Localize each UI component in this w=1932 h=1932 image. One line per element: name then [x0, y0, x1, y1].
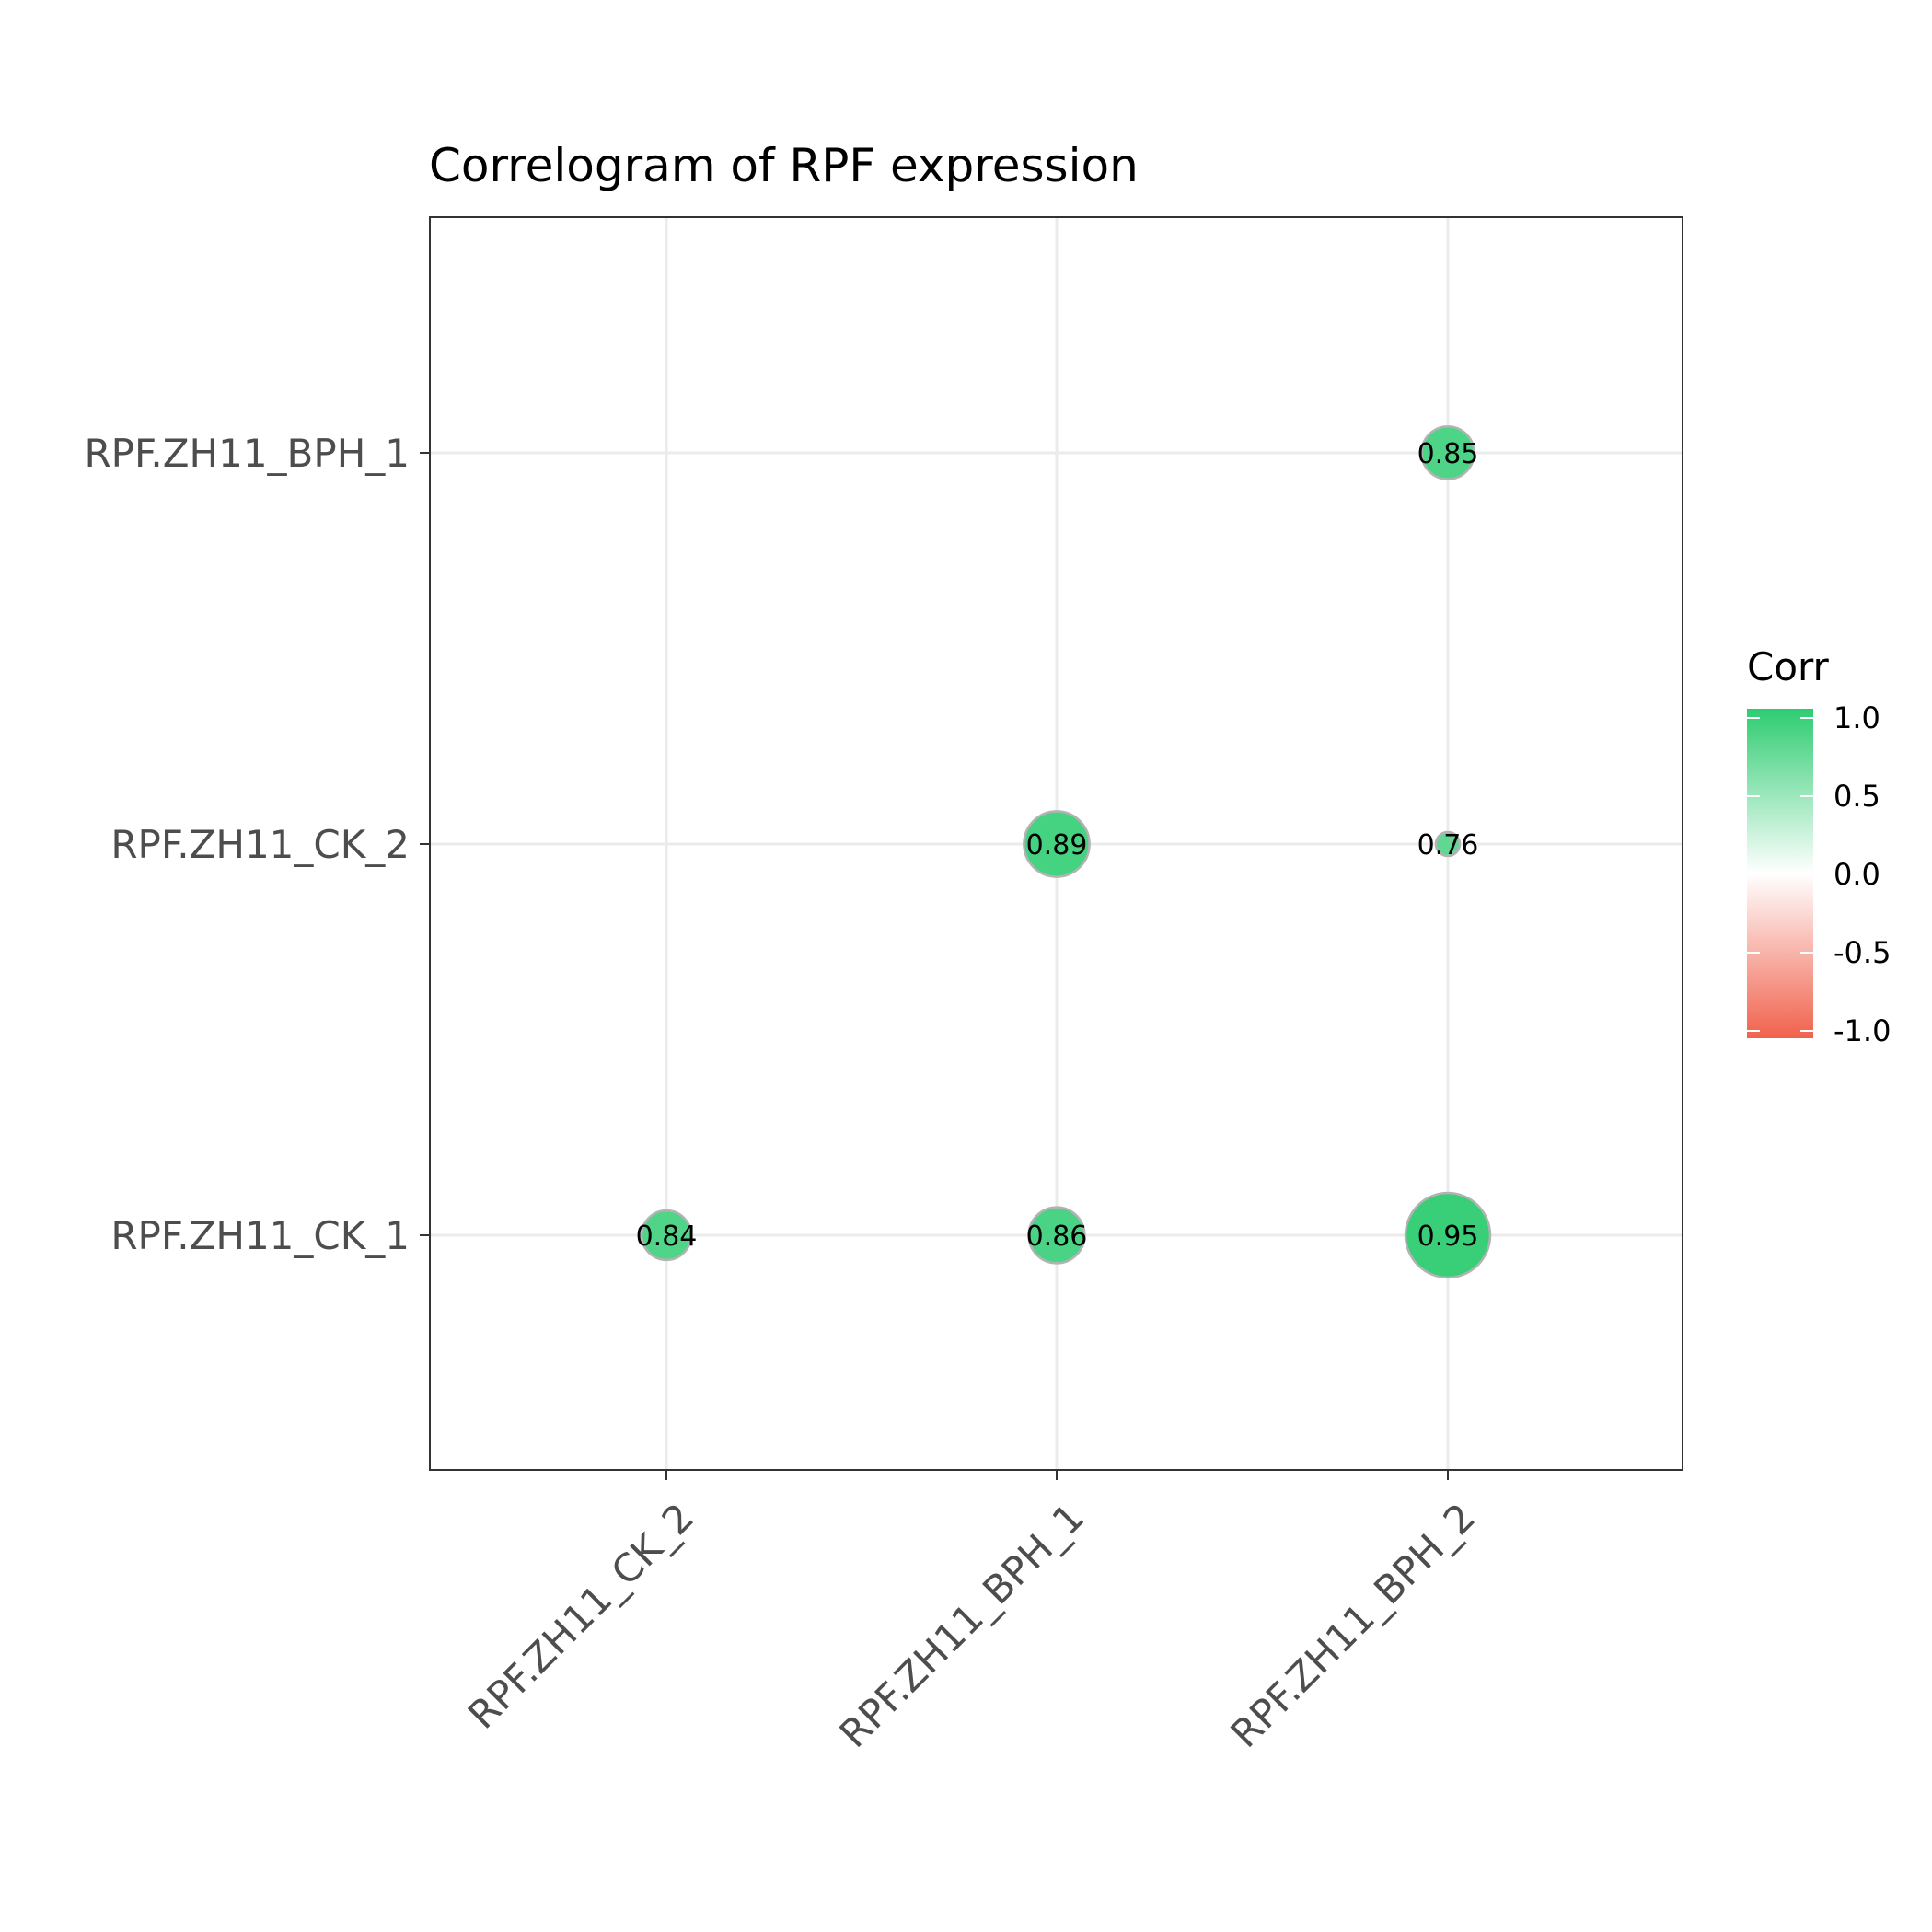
- x-axis: RPF.ZH11_CK_2 RPF.ZH11_BPH_1 RPF.ZH11_BPH_…: [459, 1470, 1484, 1756]
- correlation-label: 0.95: [1417, 1221, 1479, 1253]
- correlation-point: [640, 1209, 693, 1262]
- y-axis: RPF.ZH11_CK_1 RPF.ZH11_CK_2 RPF.ZH11_BPH_1: [84, 431, 430, 1258]
- y-tick-label: RPF.ZH11_CK_2: [110, 822, 410, 867]
- correlation-point: [1027, 1206, 1086, 1265]
- x-tick-label: RPF.ZH11_CK_2: [459, 1494, 702, 1737]
- x-tick-label: RPF.ZH11_BPH_2: [1222, 1494, 1485, 1756]
- correlation-label: 0.89: [1026, 829, 1088, 862]
- legend-tick-label: 0.5: [1834, 779, 1880, 814]
- correlation-point: [1434, 830, 1462, 858]
- correlation-label: 0.76: [1417, 829, 1479, 862]
- correlation-label: 0.85: [1417, 438, 1479, 470]
- legend-tick-label: 0.0: [1834, 857, 1880, 892]
- correlation-label: 0.84: [636, 1221, 698, 1253]
- y-tick-label: RPF.ZH11_BPH_1: [84, 431, 410, 476]
- correlation-point: [1023, 810, 1091, 878]
- correlation-label: 0.86: [1026, 1221, 1088, 1253]
- color-legend: Corr 1.0 0.5 0.0 -0.5 -1.0: [1747, 644, 1891, 1048]
- legend-tick-label: 1.0: [1834, 700, 1880, 735]
- points-layer: 0.84 0.86 0.95 0.89 0.76 0.85: [636, 425, 1492, 1279]
- correlation-point: [1420, 425, 1475, 480]
- legend-tick-label: -1.0: [1834, 1013, 1891, 1048]
- legend-ticks: 1.0 0.5 0.0 -0.5 -1.0: [1747, 700, 1891, 1048]
- chart-title: Correlogram of RPF expression: [429, 139, 1139, 192]
- legend-title: Corr: [1747, 644, 1830, 689]
- legend-tick-label: -0.5: [1834, 935, 1891, 970]
- y-tick-label: RPF.ZH11_CK_1: [110, 1213, 410, 1258]
- correlation-point: [1404, 1191, 1492, 1279]
- x-tick-label: RPF.ZH11_BPH_1: [831, 1494, 1093, 1756]
